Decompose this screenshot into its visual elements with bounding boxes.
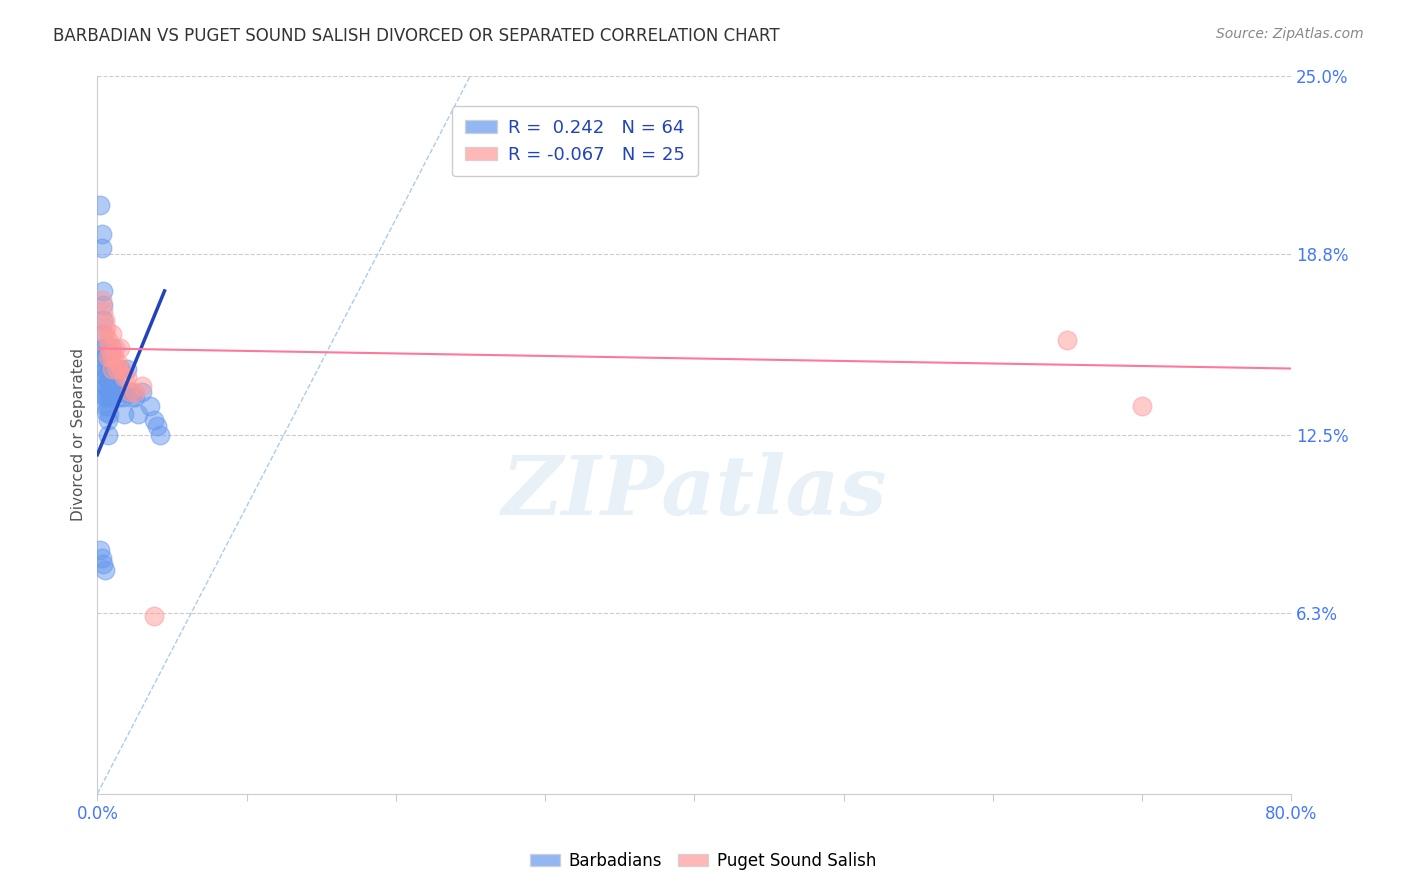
Point	[91, 312, 114, 326]
Point	[121, 390, 143, 404]
Point	[107, 356, 129, 370]
Point	[98, 408, 121, 422]
Point	[112, 370, 135, 384]
Point	[127, 408, 149, 422]
Point	[100, 350, 122, 364]
Point	[124, 384, 146, 399]
Point	[120, 384, 142, 399]
Point	[101, 327, 124, 342]
Point	[100, 361, 122, 376]
Point	[96, 370, 118, 384]
Text: ZIPatlas: ZIPatlas	[502, 452, 887, 532]
Point	[96, 404, 118, 418]
Text: Source: ZipAtlas.com: Source: ZipAtlas.com	[1216, 27, 1364, 41]
Point	[90, 227, 112, 241]
Y-axis label: Divorced or Separated: Divorced or Separated	[72, 348, 86, 521]
Point	[115, 361, 138, 376]
Point	[97, 333, 120, 347]
Point	[96, 350, 118, 364]
Point	[94, 327, 117, 342]
Text: BARBADIAN VS PUGET SOUND SALISH DIVORCED OR SEPARATED CORRELATION CHART: BARBADIAN VS PUGET SOUND SALISH DIVORCED…	[53, 27, 780, 45]
Point	[91, 304, 114, 318]
Point	[98, 376, 121, 390]
Point	[96, 390, 118, 404]
Point	[97, 356, 120, 370]
Point	[115, 370, 138, 384]
Point	[91, 557, 114, 571]
Point	[97, 342, 120, 356]
Point	[97, 370, 120, 384]
Point	[96, 321, 118, 335]
Point	[143, 413, 166, 427]
Point	[131, 378, 153, 392]
Point	[98, 361, 121, 376]
Point	[94, 312, 117, 326]
Point	[105, 361, 128, 376]
Point	[94, 563, 117, 577]
Point	[89, 542, 111, 557]
Point	[103, 370, 125, 384]
Point	[97, 399, 120, 413]
Point	[124, 390, 146, 404]
Point	[94, 361, 117, 376]
Point	[98, 350, 121, 364]
Point	[110, 384, 132, 399]
Point	[90, 241, 112, 255]
Point	[94, 342, 117, 356]
Point	[100, 390, 122, 404]
Point	[131, 384, 153, 399]
Point	[107, 390, 129, 404]
Point	[89, 198, 111, 212]
Point	[101, 361, 124, 376]
Point	[101, 378, 124, 392]
Point	[97, 350, 120, 364]
Point	[110, 361, 132, 376]
Point	[111, 390, 134, 404]
Point	[94, 350, 117, 364]
Point	[146, 419, 169, 434]
Point	[149, 427, 172, 442]
Point	[1130, 399, 1153, 413]
Point	[98, 390, 121, 404]
Point	[98, 342, 121, 356]
Point	[97, 384, 120, 399]
Point	[101, 361, 124, 376]
Point	[96, 361, 118, 376]
Point	[101, 342, 124, 356]
Point	[96, 378, 118, 392]
Point	[94, 390, 117, 404]
Point	[112, 408, 135, 422]
Point	[138, 399, 160, 413]
Point	[94, 378, 117, 392]
Point	[90, 293, 112, 307]
Point	[91, 342, 114, 356]
Point	[91, 284, 114, 298]
Point	[108, 361, 131, 376]
Point	[100, 376, 122, 390]
Point	[1056, 333, 1078, 347]
Legend: Barbadians, Puget Sound Salish: Barbadians, Puget Sound Salish	[523, 846, 883, 877]
Point	[94, 399, 117, 413]
Point	[105, 378, 128, 392]
Point	[104, 384, 127, 399]
Point	[104, 361, 127, 376]
Point	[108, 342, 131, 356]
Point	[94, 370, 117, 384]
Point	[104, 342, 127, 356]
Legend: R =  0.242   N = 64, R = -0.067   N = 25: R = 0.242 N = 64, R = -0.067 N = 25	[453, 106, 697, 177]
Point	[90, 551, 112, 566]
Point	[91, 298, 114, 312]
Point	[91, 327, 114, 342]
Point	[97, 427, 120, 442]
Point	[94, 384, 117, 399]
Point	[143, 608, 166, 623]
Point	[120, 384, 142, 399]
Point	[103, 350, 125, 364]
Point	[94, 356, 117, 370]
Point	[97, 413, 120, 427]
